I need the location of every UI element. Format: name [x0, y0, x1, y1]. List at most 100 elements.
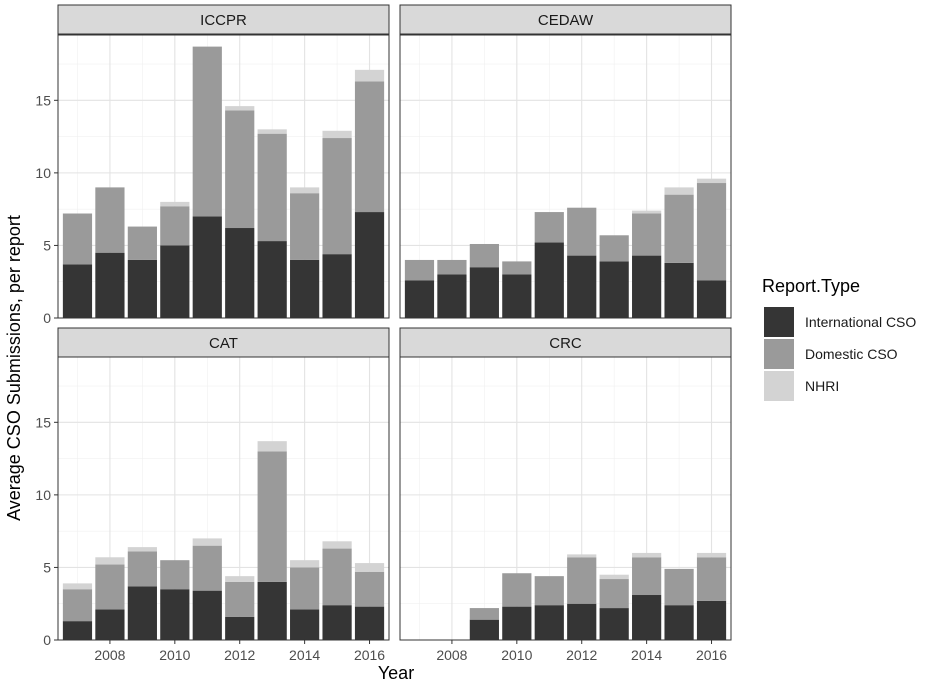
bar-iccpr-2010-nhri	[160, 201, 190, 207]
legend-title: Report.Type	[762, 276, 860, 296]
panel-border	[57, 34, 390, 319]
bar-cat-2013-domestic-cso	[257, 451, 287, 582]
legend-label: International CSO	[805, 314, 916, 330]
legend-item-nhri: NHRI	[764, 371, 839, 401]
legend-swatch	[764, 307, 794, 337]
bar-iccpr-2008-international-cso	[95, 252, 125, 318]
bar-cedaw-2007-international-cso	[404, 280, 435, 318]
bar-crc-2014-international-cso	[632, 595, 662, 640]
bar-iccpr-2013-domestic-cso	[257, 133, 287, 242]
bar-iccpr-2012-nhri	[225, 106, 255, 111]
panel-strip	[399, 4, 732, 35]
legend-item-international-cso: International CSO	[764, 307, 916, 337]
bar-crc-2016-international-cso	[696, 600, 727, 640]
bar-cat-2013-nhri	[257, 441, 287, 452]
legend-label: NHRI	[805, 378, 839, 394]
bar-iccpr-2010-domestic-cso	[160, 206, 190, 246]
y-axis-title: Average CSO Submissions, per report	[4, 215, 24, 521]
bar-iccpr-2015-nhri	[322, 130, 352, 139]
panel-border	[399, 356, 732, 641]
bar-cedaw-2012-domestic-cso	[567, 207, 597, 256]
panel-title: ICCPR	[200, 12, 247, 29]
bar-crc-2015-international-cso	[664, 605, 694, 640]
bar-cedaw-2011-international-cso	[534, 242, 564, 318]
y-tick-label: 10	[35, 487, 51, 503]
bar-iccpr-2015-domestic-cso	[322, 138, 352, 255]
legend-item-domestic-cso: Domestic CSO	[764, 339, 898, 369]
bar-iccpr-2009-international-cso	[127, 259, 157, 318]
bar-iccpr-2014-international-cso	[290, 259, 320, 318]
bar-cat-2016-international-cso	[354, 606, 385, 640]
x-tick-label: 2012	[224, 647, 255, 663]
axes-group: 0 5 10 15 0 5 10 15 2008 2010 2012 2014 2016 2008 2010…	[35, 92, 727, 663]
bar-cedaw-2013-domestic-cso	[599, 235, 629, 262]
x-tick-label: 2010	[501, 647, 532, 663]
panel-cedaw: CEDAW	[399, 4, 732, 319]
panel-title: CAT	[209, 335, 238, 352]
bar-cat-2012-nhri	[225, 576, 255, 582]
bar-crc-2013-international-cso	[599, 608, 629, 640]
panel-iccpr: ICCPR	[57, 4, 390, 319]
legend-swatch	[764, 371, 794, 401]
bar-crc-2012-nhri	[567, 554, 597, 558]
legend: Report.Type International CSO Domestic CS…	[762, 276, 916, 401]
bar-cedaw-2014-nhri	[632, 210, 662, 214]
bar-cedaw-2016-domestic-cso	[696, 183, 727, 281]
facet-panels: ICCPR CEDAW CAT CRC	[57, 4, 732, 641]
bar-cedaw-2016-nhri	[696, 178, 727, 184]
bar-cat-2014-nhri	[290, 560, 320, 568]
bar-cat-2015-international-cso	[322, 605, 352, 640]
bar-cedaw-2014-domestic-cso	[632, 213, 662, 256]
bar-cedaw-2012-international-cso	[567, 255, 597, 318]
x-tick-label: 2016	[354, 647, 385, 663]
y-tick-label: 0	[43, 632, 51, 648]
bar-cat-2009-nhri	[127, 547, 157, 552]
bar-iccpr-2012-domestic-cso	[225, 110, 255, 229]
y-tick-label: 0	[43, 310, 51, 326]
bar-cedaw-2010-domestic-cso	[502, 261, 532, 275]
bar-crc-2016-domestic-cso	[696, 557, 727, 601]
bar-cat-2014-international-cso	[290, 609, 320, 640]
bar-iccpr-2013-international-cso	[257, 241, 287, 318]
bar-iccpr-2010-international-cso	[160, 245, 190, 318]
bar-cat-2008-international-cso	[95, 609, 125, 640]
bar-crc-2009-domestic-cso	[469, 608, 499, 620]
bar-cat-2008-domestic-cso	[95, 564, 125, 610]
bar-cat-2010-international-cso	[160, 589, 190, 640]
bar-crc-2014-nhri	[632, 552, 662, 558]
bar-iccpr-2014-domestic-cso	[290, 193, 320, 260]
bar-cat-2012-domestic-cso	[225, 581, 255, 617]
bar-cedaw-2008-international-cso	[437, 274, 467, 318]
bar-cedaw-2015-international-cso	[664, 262, 694, 318]
panel-border	[399, 34, 732, 319]
bar-iccpr-2008-domestic-cso	[95, 187, 125, 253]
bar-cat-2016-domestic-cso	[354, 571, 385, 607]
bar-iccpr-2016-domestic-cso	[354, 81, 385, 213]
bar-cedaw-2007-domestic-cso	[404, 259, 435, 281]
bar-cat-2007-international-cso	[62, 621, 93, 640]
panel-strip	[57, 4, 390, 35]
bar-cat-2007-domestic-cso	[62, 589, 93, 622]
x-tick-label: 2014	[631, 647, 662, 663]
bar-iccpr-2009-domestic-cso	[127, 226, 157, 260]
x-tick-label: 2008	[436, 647, 467, 663]
bar-cat-2009-international-cso	[127, 586, 157, 640]
x-tick-label: 2012	[566, 647, 597, 663]
bar-cat-2007-nhri	[62, 583, 93, 590]
bar-iccpr-2007-domestic-cso	[62, 213, 93, 265]
bar-cedaw-2013-international-cso	[599, 261, 629, 318]
bar-crc-2010-domestic-cso	[502, 573, 532, 607]
bar-cedaw-2011-domestic-cso	[534, 212, 564, 243]
bar-iccpr-2014-nhri	[290, 187, 320, 194]
bar-crc-2011-international-cso	[534, 605, 564, 640]
panel-border	[57, 356, 390, 641]
y-tick-label: 15	[35, 92, 51, 108]
bar-iccpr-2007-international-cso	[62, 264, 93, 318]
x-tick-label: 2016	[696, 647, 727, 663]
x-tick-label: 2014	[289, 647, 320, 663]
bar-cat-2009-domestic-cso	[127, 551, 157, 587]
bar-iccpr-2016-nhri	[354, 69, 385, 82]
bar-cat-2011-nhri	[192, 538, 222, 546]
panel-crc: CRC	[399, 327, 732, 641]
bar-crc-2013-nhri	[599, 574, 629, 580]
